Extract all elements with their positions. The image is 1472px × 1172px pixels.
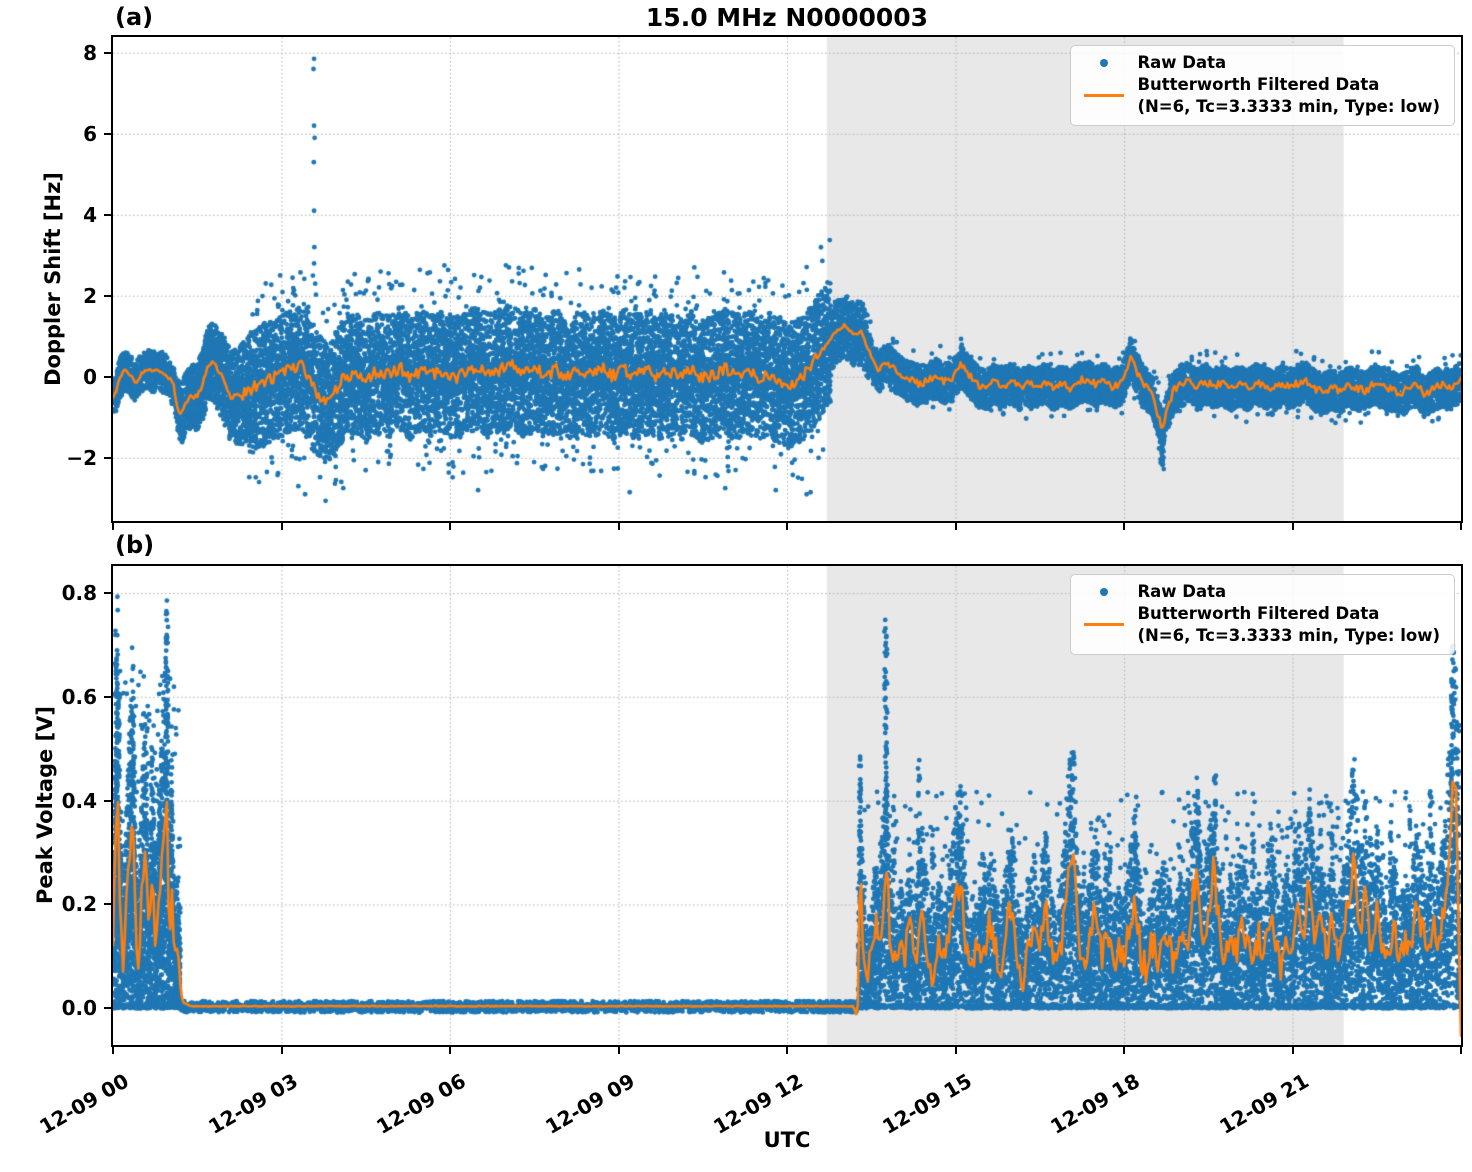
y-tick-label: 0.8: [61, 580, 97, 605]
legend-filtered-label-line1: Butterworth Filtered Data: [1137, 603, 1380, 623]
panel-a-axes: Raw Data Butterworth Filtered Data (N=6,…: [111, 35, 1463, 523]
x-tick-mark: [617, 1047, 620, 1054]
y-tick-mark: [104, 456, 111, 459]
y-tick-mark: [104, 591, 111, 594]
y-tick-label: −2: [66, 445, 97, 470]
y-tick-mark: [104, 799, 111, 802]
raw-data-marker-icon: [1081, 587, 1127, 596]
x-tick-mark: [786, 523, 788, 530]
chart-title: 15.0 MHz N0000003: [645, 3, 929, 32]
y-tick-label: 8: [83, 40, 97, 65]
x-tick-mark: [1460, 1047, 1462, 1054]
y-tick-label: 0.6: [61, 684, 97, 709]
y-tick-mark: [104, 132, 111, 135]
y-tick-label: 0: [83, 364, 97, 389]
x-tick-mark: [112, 523, 114, 530]
x-tick-mark: [1123, 523, 1125, 530]
x-tick-mark: [1460, 523, 1462, 530]
x-axis-label: UTC: [763, 1128, 811, 1152]
y-tick-mark: [104, 1007, 111, 1010]
y-tick-mark: [104, 51, 111, 54]
x-tick-mark: [954, 1047, 957, 1054]
x-tick-mark: [1291, 1047, 1294, 1054]
panel-b-label: (b): [115, 531, 155, 559]
legend-raw-entry: Raw Data: [1081, 581, 1440, 603]
y-tick-label: 0.2: [61, 892, 97, 917]
y-tick-mark: [104, 213, 111, 216]
x-tick-mark: [617, 523, 620, 530]
y-tick-label: 4: [83, 202, 97, 227]
x-tick-mark: [786, 1047, 788, 1054]
raw-data-marker-icon: [1081, 58, 1127, 67]
legend-raw-label: Raw Data: [1137, 53, 1227, 72]
legend-filtered-label: Butterworth Filtered Data (N=6, Tc=3.333…: [1137, 74, 1440, 118]
y-tick-mark: [104, 294, 111, 297]
x-tick-mark: [449, 1047, 451, 1054]
y-tick-mark: [104, 375, 111, 378]
legend-raw-entry: Raw Data: [1081, 52, 1440, 74]
y-tick-label: 0.4: [61, 788, 97, 813]
x-tick-mark: [449, 523, 451, 530]
y-tick-mark: [104, 695, 111, 698]
y-tick-label: 0.0: [61, 996, 97, 1021]
legend-filtered-entry: Butterworth Filtered Data (N=6, Tc=3.333…: [1081, 74, 1440, 118]
panel-b-legend: Raw Data Butterworth Filtered Data (N=6,…: [1070, 574, 1455, 656]
panel-b-axes: Raw Data Butterworth Filtered Data (N=6,…: [111, 564, 1463, 1047]
x-tick-mark: [280, 1047, 283, 1054]
x-tick-mark: [1123, 1047, 1125, 1054]
filtered-line-icon: [1081, 94, 1127, 98]
legend-raw-label: Raw Data: [1137, 582, 1227, 601]
legend-filtered-label: Butterworth Filtered Data (N=6, Tc=3.333…: [1137, 603, 1440, 647]
y-tick-mark: [104, 903, 111, 906]
legend-filtered-label-line2: (N=6, Tc=3.3333 min, Type: low): [1137, 625, 1440, 645]
x-tick-mark: [280, 523, 283, 530]
x-tick-mark: [112, 1047, 114, 1054]
y-tick-label: 6: [83, 121, 97, 146]
panel-a-legend: Raw Data Butterworth Filtered Data (N=6,…: [1070, 45, 1455, 127]
filtered-line-icon: [1081, 623, 1127, 627]
x-tick-mark: [954, 523, 957, 530]
y-tick-label: 2: [83, 283, 97, 308]
panel-a-label: (a): [115, 3, 154, 31]
legend-filtered-entry: Butterworth Filtered Data (N=6, Tc=3.333…: [1081, 603, 1440, 647]
legend-filtered-label-line1: Butterworth Filtered Data: [1137, 74, 1380, 94]
x-tick-mark: [1291, 523, 1294, 530]
legend-filtered-label-line2: (N=6, Tc=3.3333 min, Type: low): [1137, 96, 1440, 116]
